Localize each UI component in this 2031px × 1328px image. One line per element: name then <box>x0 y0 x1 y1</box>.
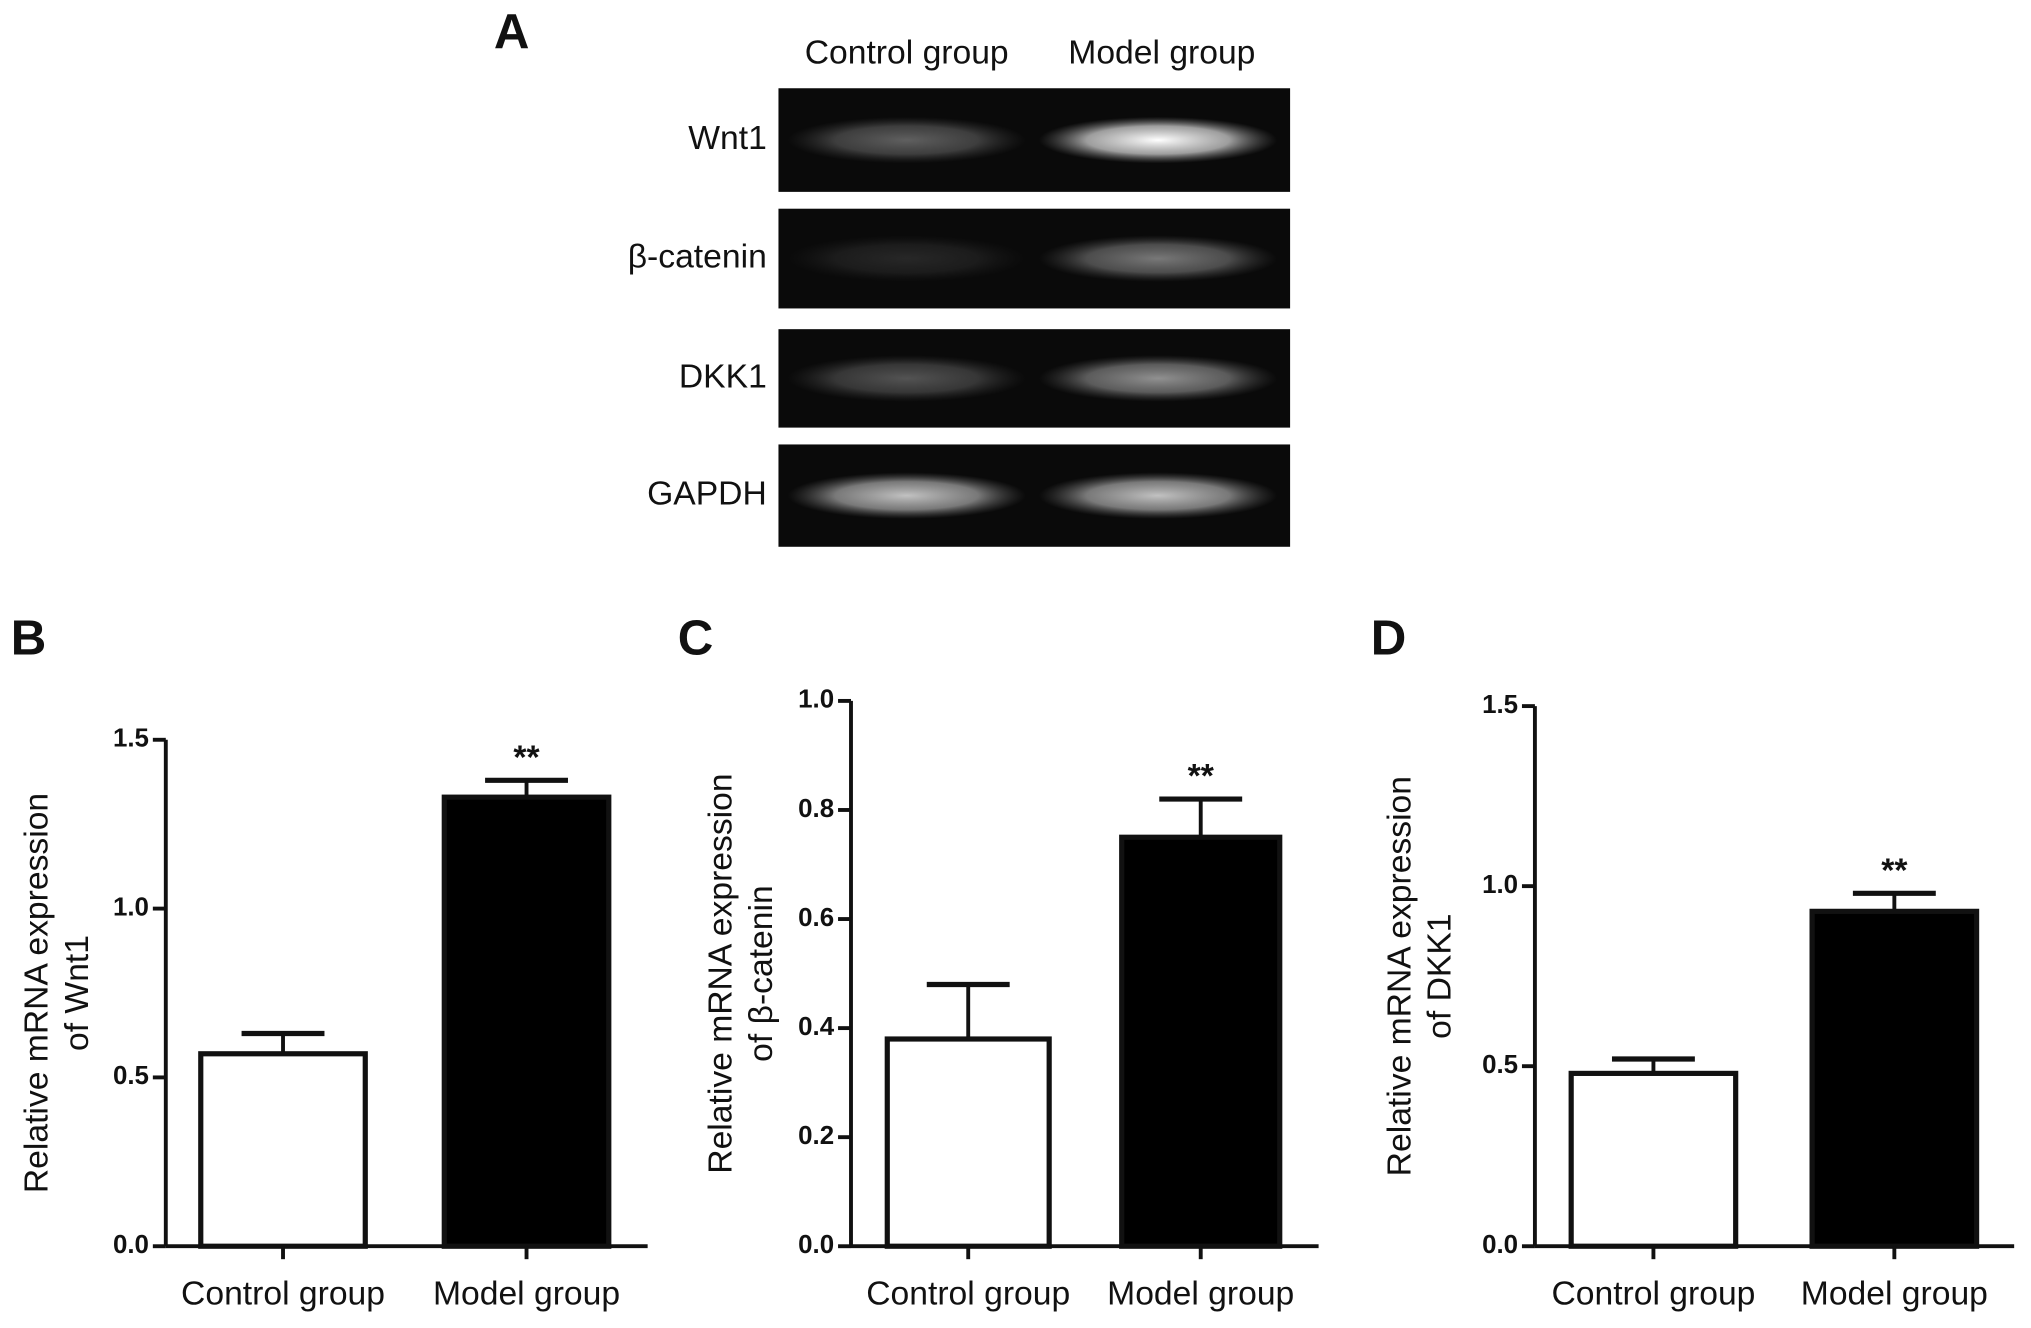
gel-band <box>1038 116 1278 164</box>
y-axis-label: Relative mRNA expression <box>1381 776 1418 1176</box>
x-tick-label: Control group <box>1551 1275 1755 1312</box>
gel-band <box>1038 472 1278 519</box>
y-axis-label: of DKK1 <box>1422 913 1459 1038</box>
y-tick-label: 0.5 <box>113 1062 149 1090</box>
bar <box>198 1051 368 1249</box>
bar <box>1809 908 1980 1249</box>
y-axis-label: of Wnt1 <box>59 935 96 1051</box>
x-tick-label: Model group <box>433 1275 620 1312</box>
bar <box>1119 834 1283 1249</box>
y-tick-label: 0.2 <box>798 1122 834 1150</box>
gel-row-label: DKK1 <box>679 358 767 395</box>
y-tick-label: 0.5 <box>1482 1051 1518 1079</box>
bar <box>441 794 612 1249</box>
panel-letter: C <box>678 610 714 665</box>
x-tick-label: Control group <box>181 1275 385 1312</box>
gel-band <box>787 235 1026 282</box>
bar <box>884 1036 1052 1249</box>
gel-band <box>787 355 1026 402</box>
significance-label: ** <box>513 739 540 776</box>
gel-band <box>787 116 1026 164</box>
significance-label: ** <box>1188 758 1215 795</box>
y-tick-label: 0.8 <box>798 795 834 823</box>
gel-band <box>787 472 1026 519</box>
gel-band <box>1038 355 1278 402</box>
y-tick-label: 1.5 <box>113 725 149 753</box>
bar <box>1568 1070 1739 1249</box>
gel-column-label: Model group <box>1068 34 1255 71</box>
panel-letter: D <box>1371 610 1407 665</box>
y-tick-label: 0.0 <box>113 1231 149 1259</box>
x-tick-label: Control group <box>866 1275 1070 1312</box>
significance-label: ** <box>1881 853 1908 890</box>
x-tick-label: Model group <box>1801 1275 1988 1312</box>
panel-letter: B <box>11 610 47 665</box>
gel-row-label: β-catenin <box>628 238 767 275</box>
y-tick-label: 0.0 <box>1482 1231 1518 1259</box>
gel-row-label: Wnt1 <box>688 120 767 157</box>
y-axis-label: Relative mRNA expression <box>703 773 740 1173</box>
gel-column-label: Control group <box>805 34 1009 71</box>
y-tick-label: 1.0 <box>798 686 834 714</box>
y-tick-label: 1.0 <box>113 893 149 921</box>
y-axis-label: of β-catenin <box>743 885 780 1062</box>
y-tick-label: 0.6 <box>798 904 834 932</box>
y-tick-label: 0.4 <box>798 1013 835 1041</box>
y-tick-label: 1.0 <box>1482 871 1518 899</box>
gel-row-label: GAPDH <box>647 476 767 513</box>
y-axis-label: Relative mRNA expression <box>19 793 56 1193</box>
gel-band <box>1038 235 1278 282</box>
y-tick-label: 0.0 <box>798 1231 834 1259</box>
panel-letter: A <box>494 4 530 59</box>
y-tick-label: 1.5 <box>1482 691 1518 719</box>
x-tick-label: Model group <box>1107 1275 1294 1312</box>
